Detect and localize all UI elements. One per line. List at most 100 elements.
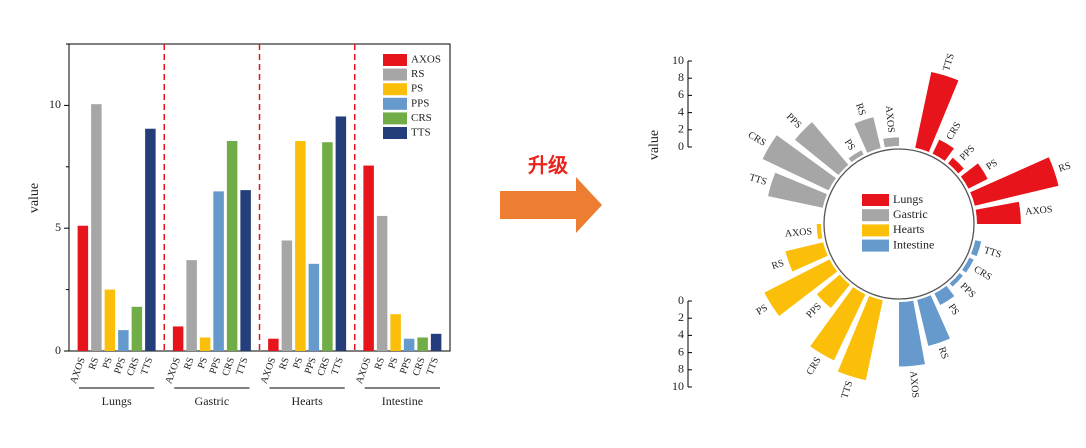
legend-label-tts: TTS	[411, 127, 431, 139]
bar-lungs-ps	[104, 289, 116, 351]
radial-bar-lungs-crs	[932, 139, 954, 161]
radial-bar-label: PPS	[958, 281, 978, 301]
radial-bar-label: CRS	[972, 264, 994, 283]
x-tick-label: TTS	[139, 356, 155, 376]
radial-bar-gastric-pps	[794, 122, 849, 175]
radial-bar-label: RS	[936, 346, 950, 361]
arrow-label: 升级	[528, 153, 568, 177]
bar-intestine-tts	[430, 333, 442, 351]
radial-bar-hearts-ps	[764, 259, 838, 316]
legend-label-ps: PS	[411, 83, 423, 95]
radial-bar-label: TTS	[941, 52, 957, 72]
x-tick-label: RS	[373, 356, 388, 371]
legend-swatch-crs	[383, 112, 407, 125]
bar-hearts-crs	[322, 142, 333, 351]
x-tick-label: AXOS	[354, 356, 374, 385]
radial-bar-label: RS	[1057, 160, 1072, 174]
radial-bar-gastric-rs	[854, 117, 881, 153]
x-tick-label: AXOS	[259, 356, 279, 385]
group-label: Lungs	[102, 394, 132, 408]
bottom-axis-tick-label: 2	[678, 310, 684, 324]
bar-gastric-rs	[186, 260, 197, 351]
bar-lungs-tts	[145, 128, 156, 351]
radial-bar-label: TTS	[982, 245, 1002, 261]
x-tick-label: TTS	[425, 356, 441, 376]
radial-bar-label: PPS	[958, 143, 978, 163]
radial-legend-label-gastric: Gastric	[893, 207, 928, 221]
x-tick-label: TTS	[329, 356, 345, 376]
x-tick-label: CRS	[411, 356, 428, 378]
legend-swatch-pps	[383, 97, 407, 110]
legend-label-axos: AXOS	[411, 54, 441, 66]
radial-bar-lungs-pps	[948, 157, 964, 174]
radial-bar-gastric-tts	[768, 172, 827, 208]
legend-swatch-axos	[383, 54, 407, 66]
radial-bar-intestine-crs	[962, 257, 974, 273]
upgrade-arrow: 升级	[500, 153, 602, 233]
radial-bar-label: PS	[755, 302, 770, 317]
x-tick-label: RS	[87, 356, 102, 371]
y-tick-label: 10	[49, 97, 61, 111]
top-axis-tick-label: 8	[678, 70, 684, 84]
radial-bar-lungs-tts	[915, 72, 959, 152]
x-tick-label: CRS	[316, 356, 333, 378]
x-tick-label: PPS	[303, 356, 319, 375]
radial-bar-label: CRS	[746, 130, 768, 149]
bar-hearts-ps	[295, 141, 306, 351]
radial-bar-label: RS	[853, 102, 867, 117]
bar-hearts-pps	[308, 263, 320, 351]
radial-y-axis-label: value	[647, 130, 662, 160]
bar-lungs-axos	[77, 225, 89, 351]
radial-bar-hearts-crs	[810, 287, 866, 361]
bottom-axis-tick-label: 4	[678, 327, 684, 341]
radial-legend-label-hearts: Hearts	[893, 222, 925, 236]
x-tick-label: AXOS	[68, 356, 88, 385]
bar-hearts-axos	[268, 338, 279, 351]
bar-intestine-ps	[390, 314, 401, 351]
radial-legend-swatch-gastric	[862, 209, 889, 222]
bar-hearts-tts	[335, 116, 347, 352]
radial-legend-swatch-lungs	[862, 194, 889, 206]
x-tick-label: PS	[101, 356, 115, 370]
legend-label-crs: CRS	[411, 112, 432, 124]
radial-bar-gastric-ps	[848, 150, 864, 163]
radial-bar-label: TTS	[748, 172, 768, 188]
bar-gastric-tts	[240, 190, 251, 351]
group-label: Gastric	[195, 394, 230, 408]
radial-bar-label: RS	[770, 258, 785, 272]
x-tick-label: RS	[277, 356, 292, 371]
legend-label-rs: RS	[411, 68, 424, 80]
x-tick-label: PS	[386, 356, 400, 370]
bottom-axis-tick-label: 10	[672, 379, 684, 393]
radial-bar-label: AXOS	[784, 226, 812, 239]
x-tick-label: RS	[182, 356, 197, 371]
top-axis-tick-label: 6	[678, 87, 684, 101]
x-tick-label: PPS	[112, 356, 128, 375]
radial-bar-gastric-crs	[762, 135, 836, 191]
radial-bar-hearts-axos	[816, 224, 823, 239]
x-tick-label: CRS	[125, 356, 142, 378]
y-axis-label: value	[27, 183, 42, 213]
bar-gastric-crs	[226, 141, 238, 351]
radial-legend-swatch-intestine	[862, 239, 889, 252]
radial-bar-label: PS	[842, 137, 857, 152]
radial-bar-lungs-axos	[975, 201, 1021, 224]
bottom-axis-tick-label: 6	[678, 344, 684, 358]
bar-lungs-rs	[91, 104, 102, 351]
radial-bar-intestine-ps	[934, 285, 955, 305]
y-tick-label: 0	[55, 343, 61, 357]
radial-bar-label: CRS	[805, 355, 824, 377]
legend-swatch-ps	[383, 83, 407, 96]
radial-legend-label-intestine: Intestine	[893, 237, 934, 251]
radial-legend-swatch-hearts	[862, 224, 889, 237]
inner-ring	[823, 148, 975, 300]
right-arrow-icon	[500, 177, 602, 233]
radial-bar-gastric-axos	[883, 137, 899, 148]
bar-hearts-rs	[281, 240, 293, 351]
radial-legend-label-lungs: Lungs	[893, 192, 923, 206]
legend-swatch-rs	[383, 68, 407, 81]
radial-bar-lungs-rs	[970, 157, 1059, 206]
